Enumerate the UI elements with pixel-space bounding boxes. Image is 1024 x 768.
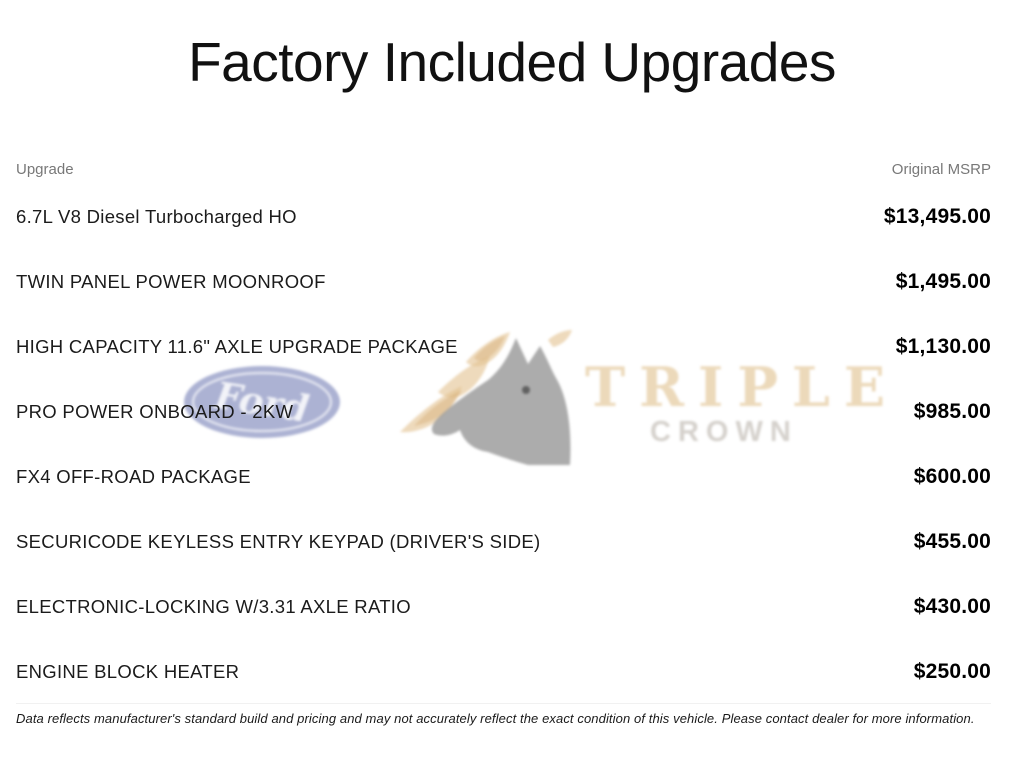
column-header-msrp: Original MSRP xyxy=(891,161,991,178)
upgrades-table: Upgrade Original MSRP 6.7L V8 Diesel Tur… xyxy=(16,162,991,704)
upgrade-name: 6.7L V8 Diesel Turbocharged HO xyxy=(16,205,297,227)
upgrade-name: HIGH CAPACITY 11.6" AXLE UPGRADE PACKAGE xyxy=(16,335,458,357)
upgrades-table-body: 6.7L V8 Diesel Turbocharged HO $13,495.0… xyxy=(16,184,991,704)
table-row: ELECTRONIC-LOCKING W/3.31 AXLE RATIO $43… xyxy=(16,574,991,639)
table-header-row: Upgrade Original MSRP xyxy=(16,162,991,177)
upgrade-name: SECURICODE KEYLESS ENTRY KEYPAD (DRIVER'… xyxy=(16,530,541,552)
upgrade-msrp: $1,495.00 xyxy=(895,269,991,293)
table-row: PRO POWER ONBOARD - 2KW $985.00 xyxy=(16,379,991,444)
table-row: FX4 OFF-ROAD PACKAGE $600.00 xyxy=(16,444,991,509)
upgrade-msrp: $455.00 xyxy=(913,529,991,553)
upgrade-msrp: $250.00 xyxy=(913,659,991,683)
disclaimer-text: Data reflects manufacturer's standard bu… xyxy=(16,703,991,726)
table-row: TWIN PANEL POWER MOONROOF $1,495.00 xyxy=(16,249,991,314)
upgrade-name: ELECTRONIC-LOCKING W/3.31 AXLE RATIO xyxy=(16,595,411,617)
upgrade-name: TWIN PANEL POWER MOONROOF xyxy=(16,270,326,292)
upgrade-msrp: $985.00 xyxy=(913,399,991,423)
page-title: Factory Included Upgrades xyxy=(188,31,836,93)
upgrade-msrp: $13,495.00 xyxy=(883,204,991,228)
table-row: ENGINE BLOCK HEATER $250.00 xyxy=(16,639,991,704)
upgrade-msrp: $600.00 xyxy=(913,464,991,488)
table-row: SECURICODE KEYLESS ENTRY KEYPAD (DRIVER'… xyxy=(16,509,991,574)
upgrade-name: PRO POWER ONBOARD - 2KW xyxy=(16,400,294,422)
upgrade-msrp: $430.00 xyxy=(913,594,991,618)
upgrade-msrp: $1,130.00 xyxy=(895,334,991,358)
table-row: 6.7L V8 Diesel Turbocharged HO $13,495.0… xyxy=(16,184,991,249)
upgrade-name: FX4 OFF-ROAD PACKAGE xyxy=(16,465,251,487)
upgrade-name: ENGINE BLOCK HEATER xyxy=(16,660,240,682)
table-row: HIGH CAPACITY 11.6" AXLE UPGRADE PACKAGE… xyxy=(16,314,991,379)
column-header-upgrade: Upgrade xyxy=(16,161,74,178)
